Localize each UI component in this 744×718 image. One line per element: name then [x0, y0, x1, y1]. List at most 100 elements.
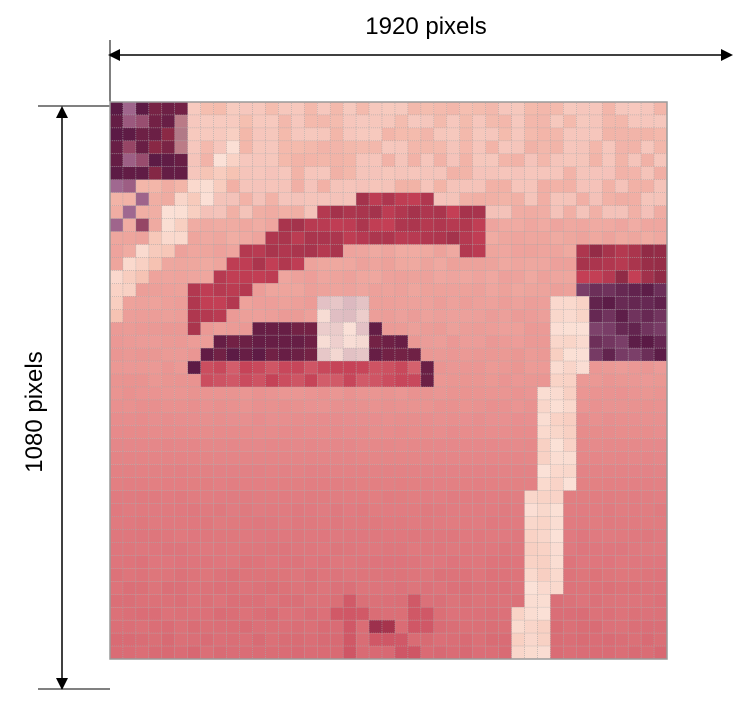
mosaic-pixel [563, 373, 577, 388]
mosaic-pixel [122, 360, 137, 375]
mosaic-pixel [563, 593, 577, 608]
mosaic-pixel [511, 632, 525, 647]
mosaic-pixel [537, 373, 551, 388]
mosaic-pixel [381, 192, 396, 206]
mosaic-pixel [653, 593, 668, 608]
mosaic-pixel [589, 581, 603, 595]
mosaic-pixel [653, 503, 668, 517]
mosaic-pixel [381, 438, 396, 453]
mosaic-pixel [381, 360, 396, 375]
mosaic-pixel [407, 645, 422, 660]
mosaic-pixel [653, 218, 668, 232]
mosaic-pixel [511, 140, 525, 155]
mosaic-pixel [122, 179, 137, 193]
mosaic-pixel [239, 477, 253, 491]
mosaic-pixel [433, 114, 448, 129]
mosaic-pixel [627, 218, 642, 232]
mosaic-pixel [317, 166, 331, 181]
mosaic-pixel [122, 438, 137, 453]
mosaic-pixel [381, 606, 396, 621]
mosaic-pixel [368, 412, 383, 427]
mosaic-pixel [550, 399, 564, 414]
mosaic-pixel [291, 283, 305, 297]
mosaic-pixel [653, 425, 668, 440]
mosaic-pixel [524, 321, 538, 336]
mosaic-pixel [653, 114, 668, 129]
mosaic-pixel [174, 153, 189, 168]
mosaic-pixel [368, 296, 383, 310]
mosaic-pixel [252, 464, 266, 478]
mosaic-pixel [252, 555, 266, 569]
mosaic-pixel [109, 568, 124, 582]
mosaic-pixel [576, 296, 590, 310]
mosaic-pixel [550, 114, 564, 129]
mosaic-pixel [407, 373, 422, 388]
mosaic-pixel [368, 309, 383, 323]
mosaic-pixel [239, 257, 253, 271]
mosaic-pixel [252, 166, 266, 181]
mosaic-pixel [135, 542, 150, 556]
mosaic-pixel [226, 477, 240, 491]
mosaic-pixel [601, 425, 616, 440]
mosaic-pixel [278, 179, 292, 193]
mosaic-pixel [226, 166, 240, 181]
mosaic-pixel [135, 438, 150, 453]
mosaic-pixel [226, 399, 240, 414]
mosaic-pixel [563, 257, 577, 271]
mosaic-pixel [472, 296, 486, 310]
mosaic-pixel [174, 140, 189, 155]
mosaic-pixel [511, 166, 525, 181]
mosaic-pixel [576, 619, 590, 634]
mosaic-pixel [524, 373, 538, 388]
mosaic-pixel [601, 632, 616, 647]
mosaic-pixel [317, 373, 331, 388]
mosaic-pixel [459, 257, 473, 271]
mosaic-pixel [601, 101, 616, 116]
mosaic-pixel [355, 244, 370, 258]
mosaic-pixel [446, 451, 461, 465]
mosaic-pixel [355, 619, 370, 634]
mosaic-pixel [265, 477, 279, 491]
mosaic-pixel [627, 593, 642, 608]
mosaic-pixel [433, 179, 448, 193]
mosaic-pixel [317, 503, 331, 517]
mosaic-pixel [394, 490, 409, 504]
mosaic-pixel [589, 503, 603, 517]
mosaic-pixel [433, 464, 448, 478]
mosaic-pixel [498, 257, 512, 271]
mosaic-pixel [627, 412, 642, 427]
mosaic-pixel [239, 205, 253, 219]
mosaic-pixel [291, 244, 305, 258]
mosaic-pixel [550, 270, 564, 284]
mosaic-pixel [407, 101, 422, 116]
mosaic-pixel [200, 529, 214, 543]
mosaic-pixel [161, 231, 176, 245]
mosaic-pixel [537, 645, 551, 660]
mosaic-pixel [239, 334, 253, 349]
mosaic-pixel [213, 425, 227, 440]
mosaic-pixel [563, 244, 577, 258]
mosaic-pixel [459, 516, 473, 530]
mosaic-pixel [627, 399, 642, 414]
mosaic-pixel [187, 632, 201, 647]
mosaic-pixel [252, 192, 266, 206]
mosaic-pixel [537, 270, 551, 284]
mosaic-pixel [148, 490, 163, 504]
mosaic-pixel [161, 218, 176, 232]
mosaic-pixel [355, 425, 370, 440]
mosaic-pixel [109, 425, 124, 440]
mosaic-pixel [653, 231, 668, 245]
mosaic-pixel [640, 360, 655, 375]
mosaic-pixel [174, 296, 189, 310]
mosaic-pixel [317, 127, 331, 142]
mosaic-pixel [161, 244, 176, 258]
mosaic-pixel [291, 192, 305, 206]
mosaic-pixel [368, 503, 383, 517]
mosaic-pixel [433, 218, 448, 232]
mosaic-pixel [614, 179, 629, 193]
mosaic-pixel [589, 114, 603, 129]
mosaic-pixel [122, 153, 137, 168]
mosaic-pixel [109, 542, 124, 556]
mosaic-pixel [317, 464, 331, 478]
mosaic-pixel [498, 127, 512, 142]
